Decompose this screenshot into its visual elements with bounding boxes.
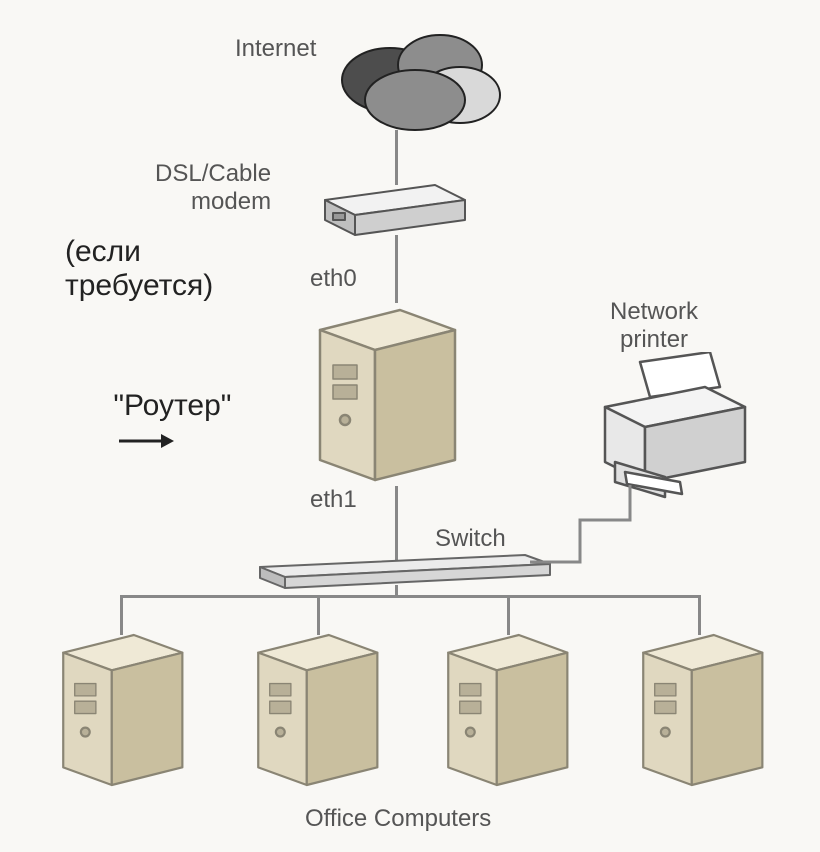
network-diagram: Internet DSL/Cable modem (если требуется… [0, 0, 820, 852]
edge-switch-down [395, 585, 398, 597]
pc2-icon [245, 625, 395, 795]
switch-label: Switch [435, 525, 506, 553]
router-annotation: "Роутер" [80, 355, 231, 491]
printer-label: Network printer [610, 298, 698, 354]
office-label: Office Computers [305, 805, 491, 833]
require-note: (если требуется) [65, 235, 213, 303]
edge-modem-router [395, 235, 398, 303]
modem-label: DSL/Cable modem [155, 160, 271, 216]
eth1-label: eth1 [310, 486, 357, 514]
switch-icon [255, 552, 555, 592]
edge-trunk [120, 595, 700, 598]
pc1-icon [50, 625, 200, 795]
edge-router-switch [395, 486, 398, 561]
arrow-icon [119, 430, 174, 452]
eth0-label: eth0 [310, 265, 357, 293]
edge-switch-printer [525, 480, 645, 570]
router-annotation-text: "Роутер" [113, 389, 231, 422]
pc4-icon [630, 625, 780, 795]
cloud-icon [320, 10, 520, 140]
internet-label: Internet [235, 35, 316, 63]
router-icon [305, 300, 475, 490]
pc3-icon [435, 625, 585, 795]
